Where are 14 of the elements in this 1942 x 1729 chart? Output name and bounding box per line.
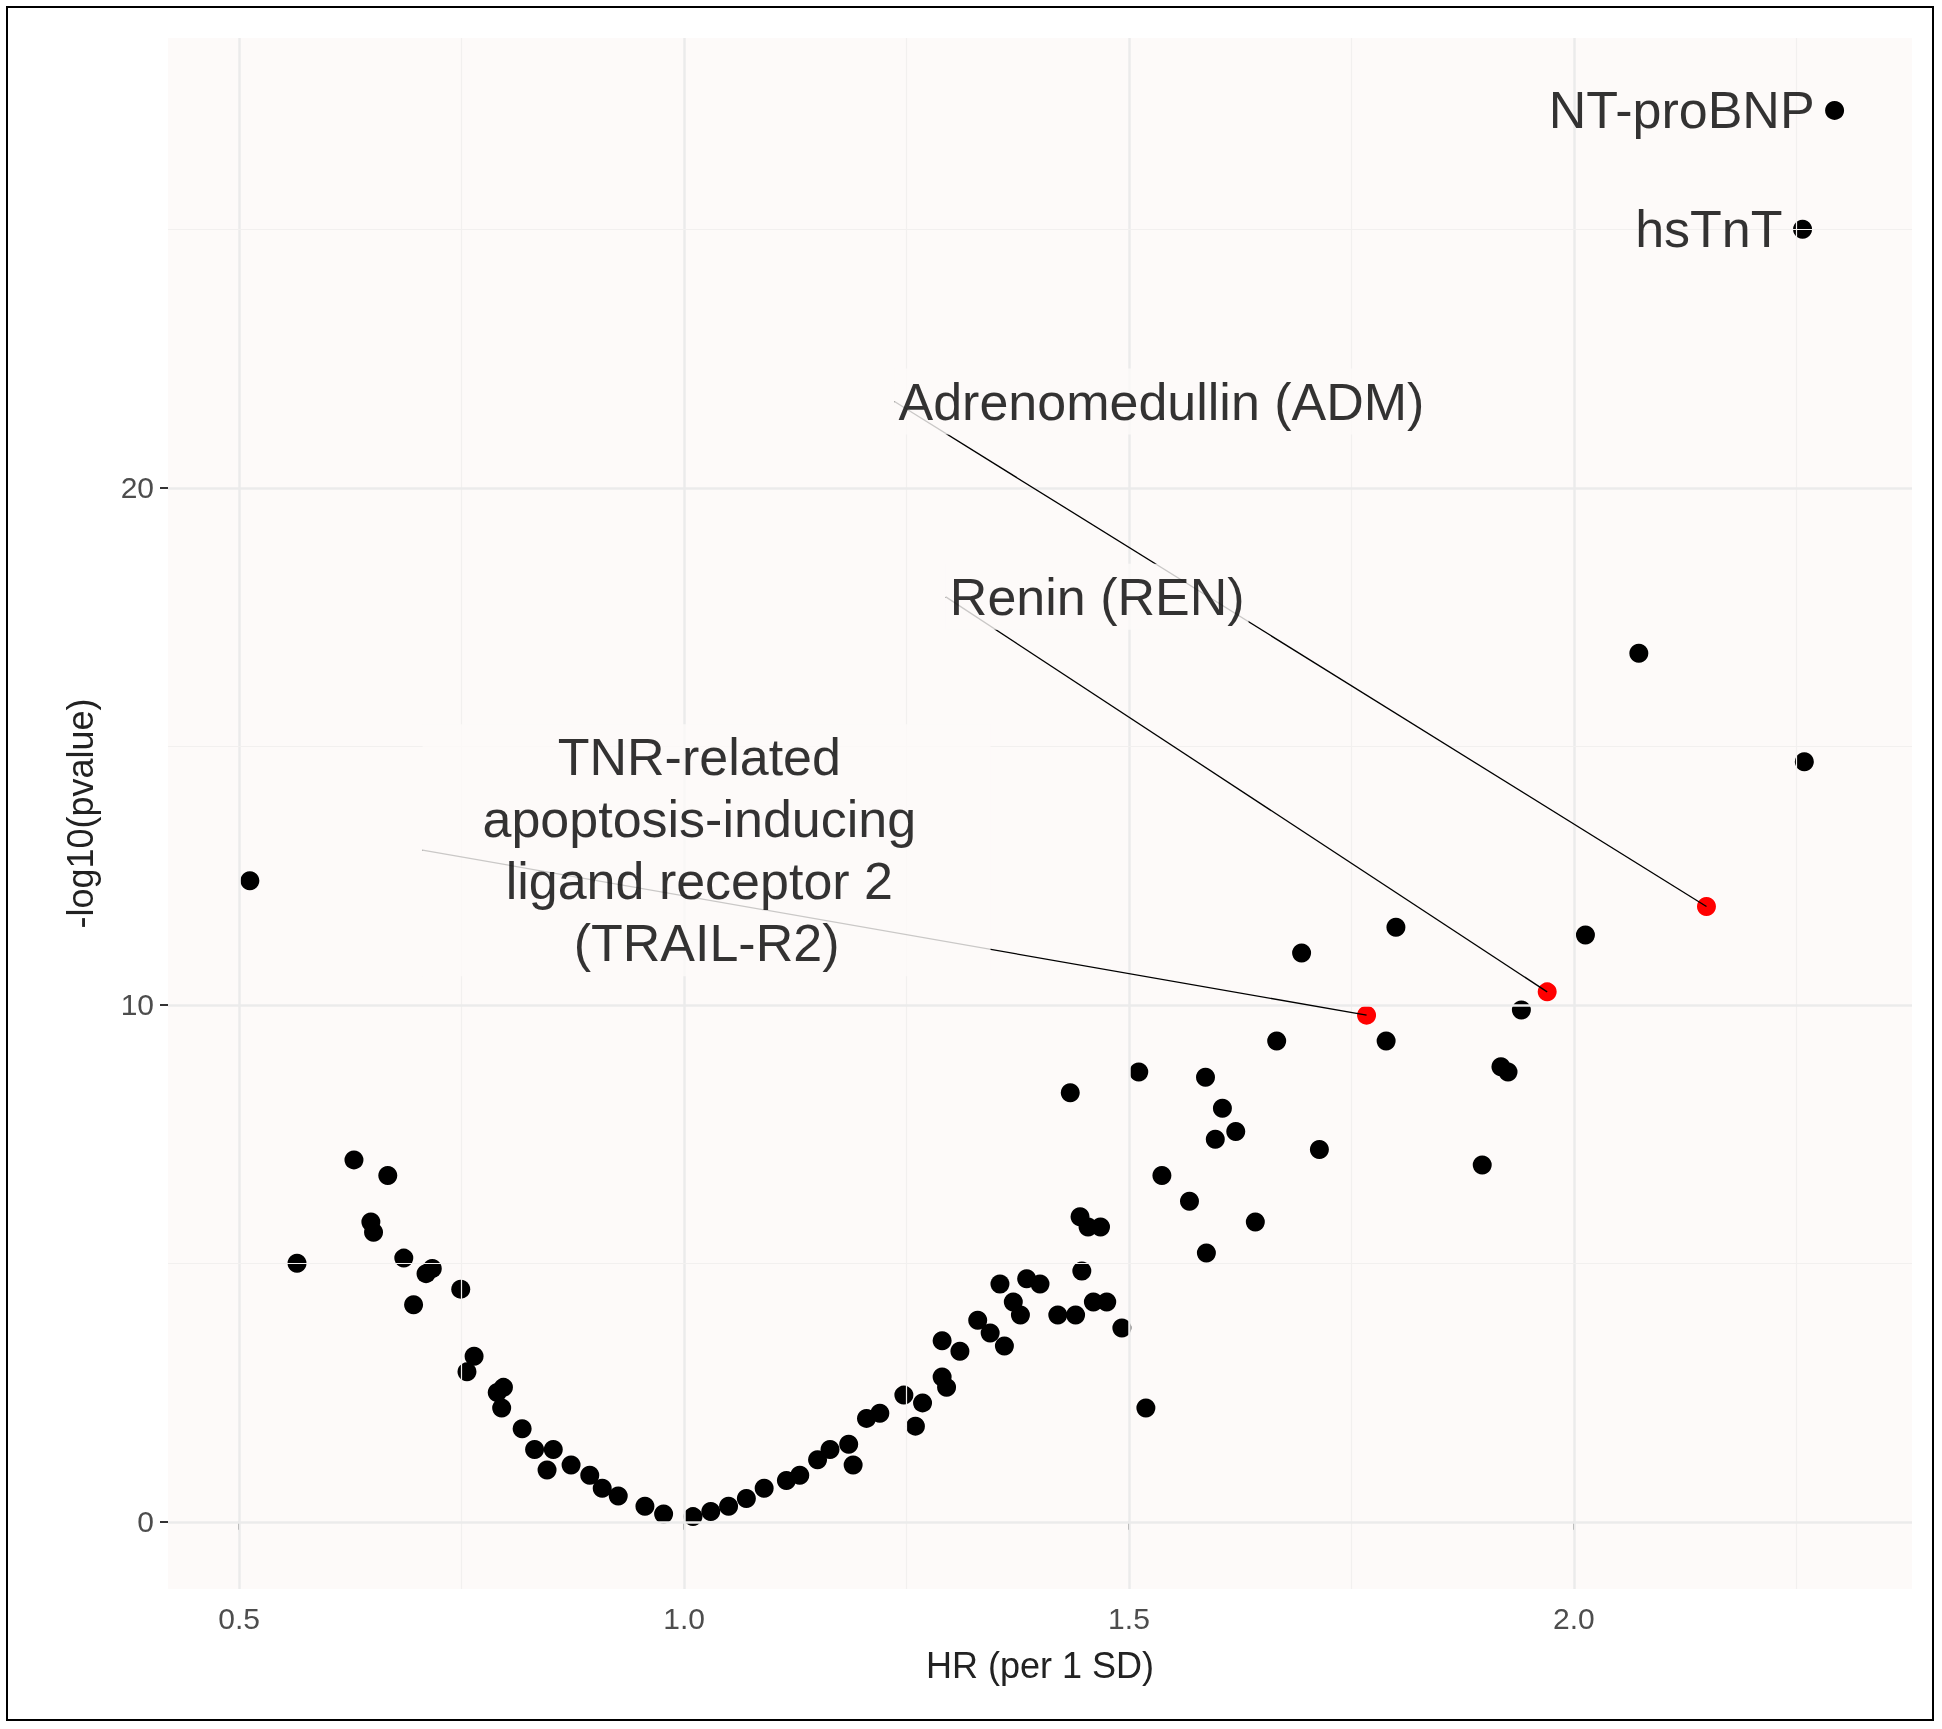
annotation: TNR-related apoptosis-inducing ligand receptor 2 (TRAIL-R2) [482, 728, 931, 973]
annotation: Adrenomedullin (ADM) [898, 372, 1425, 431]
annotation: NT-proBNP [1548, 81, 1815, 140]
annotation: Renin (REN) [949, 567, 1245, 626]
x-axis-title: HR (per 1 SD) [925, 1644, 1155, 1686]
y-tick-label: 10 [120, 988, 154, 1022]
y-tick-label: 20 [120, 471, 154, 505]
y-axis-title: -log10(pvalue) [59, 698, 101, 929]
x-tick-label: 1.0 [663, 1601, 705, 1635]
x-tick-label: 1.5 [1108, 1601, 1150, 1635]
y-tick-label: 0 [137, 1505, 154, 1539]
x-tick-label: 0.5 [218, 1601, 261, 1635]
x-tick-label: 2.0 [1553, 1601, 1595, 1635]
annotation: hsTnT [1635, 200, 1783, 259]
